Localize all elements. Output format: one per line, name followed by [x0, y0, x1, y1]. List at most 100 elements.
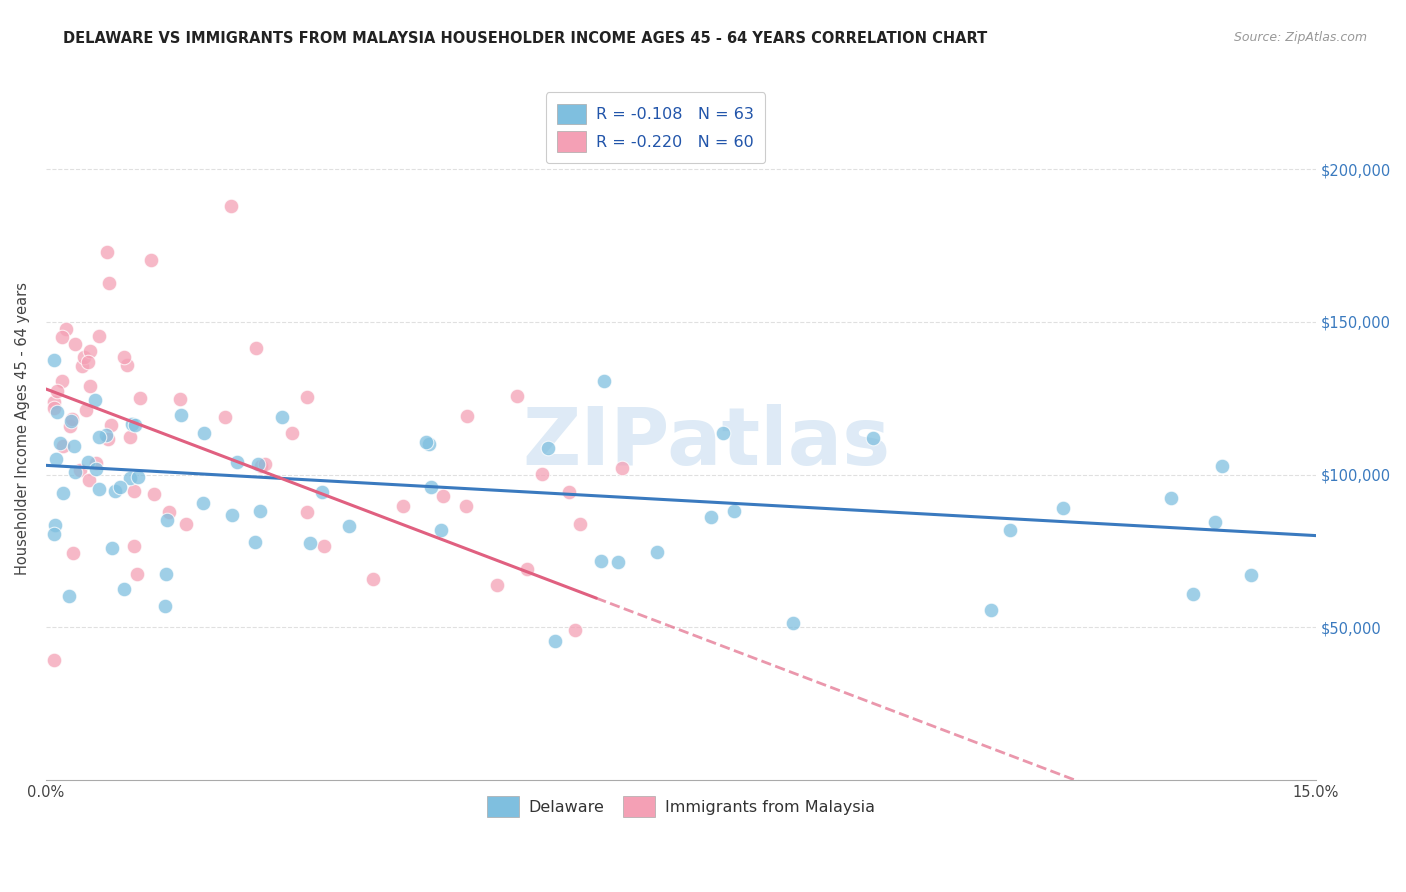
Point [97, 432, 120, 446]
Point [153, 599, 176, 614]
Point [998, 523, 1021, 537]
Point [63, 337, 86, 351]
Point [45, 452, 67, 467]
Point [51, 329, 73, 343]
Point [70, 359, 93, 374]
Point [980, 603, 1002, 617]
Point [226, 455, 249, 469]
Point [506, 389, 529, 403]
Text: Source: ZipAtlas.com: Source: ZipAtlas.com [1233, 31, 1367, 45]
Point [122, 539, 145, 553]
Point [723, 504, 745, 518]
Point [176, 517, 198, 532]
Point [79, 379, 101, 393]
Point [155, 567, 177, 582]
Point [44, 353, 66, 368]
Point [122, 484, 145, 499]
Point [44, 518, 66, 533]
Point [1052, 500, 1074, 515]
Point [129, 391, 152, 405]
Point [118, 430, 141, 444]
Point [1240, 568, 1263, 582]
Point [516, 562, 538, 576]
Point [311, 485, 333, 500]
Point [298, 536, 321, 550]
Point [69, 463, 91, 477]
Point [110, 480, 132, 494]
Point [530, 467, 553, 482]
Point [610, 460, 633, 475]
Point [100, 418, 122, 433]
Point [45, 384, 67, 399]
Point [44, 526, 66, 541]
Point [45, 405, 67, 419]
Point [60, 414, 83, 428]
Point [169, 392, 191, 406]
Point [86, 456, 108, 470]
Point [862, 431, 884, 445]
Point [127, 469, 149, 483]
Point [647, 545, 669, 559]
Point [76, 354, 98, 368]
Point [79, 343, 101, 358]
Point [253, 457, 276, 471]
Point [246, 457, 269, 471]
Point [83, 392, 105, 407]
Point [537, 442, 560, 456]
Point [564, 624, 586, 638]
Point [155, 512, 177, 526]
Point [392, 500, 415, 514]
Point [101, 541, 124, 556]
Point [89, 482, 111, 496]
Point [52, 439, 75, 453]
Point [568, 516, 591, 531]
Point [249, 503, 271, 517]
Point [118, 471, 141, 485]
Point [59, 419, 82, 434]
Point [219, 199, 242, 213]
Point [214, 409, 236, 424]
Point [55, 321, 77, 335]
Point [104, 484, 127, 499]
Point [420, 480, 443, 494]
Point [62, 546, 84, 560]
Point [87, 430, 110, 444]
Point [281, 425, 304, 440]
Point [558, 485, 581, 500]
Point [121, 417, 143, 431]
Point [51, 375, 73, 389]
Point [432, 489, 454, 503]
Point [607, 556, 630, 570]
Y-axis label: Householder Income Ages 45 - 64 years: Householder Income Ages 45 - 64 years [15, 282, 30, 575]
Point [485, 578, 508, 592]
Point [312, 539, 335, 553]
Point [544, 634, 567, 648]
Point [361, 573, 384, 587]
Point [124, 418, 146, 433]
Point [49, 435, 72, 450]
Point [418, 437, 440, 451]
Point [249, 458, 271, 473]
Point [193, 426, 215, 441]
Point [44, 395, 66, 409]
Point [593, 374, 616, 388]
Point [76, 455, 98, 469]
Point [142, 487, 165, 501]
Point [295, 505, 318, 519]
Point [456, 409, 478, 423]
Point [1211, 458, 1233, 473]
Point [77, 473, 100, 487]
Point [245, 535, 267, 549]
Point [75, 403, 97, 417]
Point [454, 499, 477, 513]
Point [44, 653, 66, 667]
Text: ZIPatlas: ZIPatlas [522, 404, 890, 482]
Point [139, 252, 162, 267]
Point [96, 245, 118, 260]
Point [87, 329, 110, 343]
Point [337, 519, 360, 533]
Point [52, 486, 75, 500]
Point [295, 390, 318, 404]
Point [115, 358, 138, 372]
Point [1204, 515, 1226, 529]
